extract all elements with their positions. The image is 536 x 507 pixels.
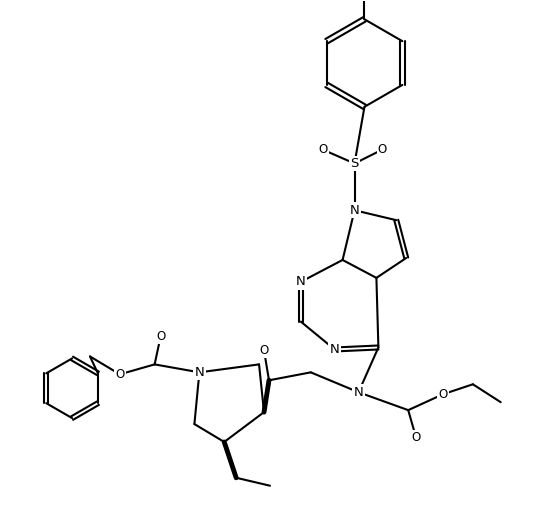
Text: N: N: [195, 366, 204, 379]
Text: O: O: [156, 330, 165, 343]
Text: O: O: [115, 368, 124, 381]
Text: S: S: [351, 157, 359, 170]
Text: O: O: [378, 143, 387, 156]
Text: N: N: [296, 275, 306, 288]
Text: N: N: [349, 204, 360, 216]
Text: O: O: [438, 388, 448, 401]
Text: O: O: [412, 431, 421, 445]
Text: O: O: [318, 143, 327, 156]
Text: N: N: [354, 386, 363, 399]
Text: O: O: [259, 344, 269, 357]
Text: N: N: [330, 343, 339, 356]
